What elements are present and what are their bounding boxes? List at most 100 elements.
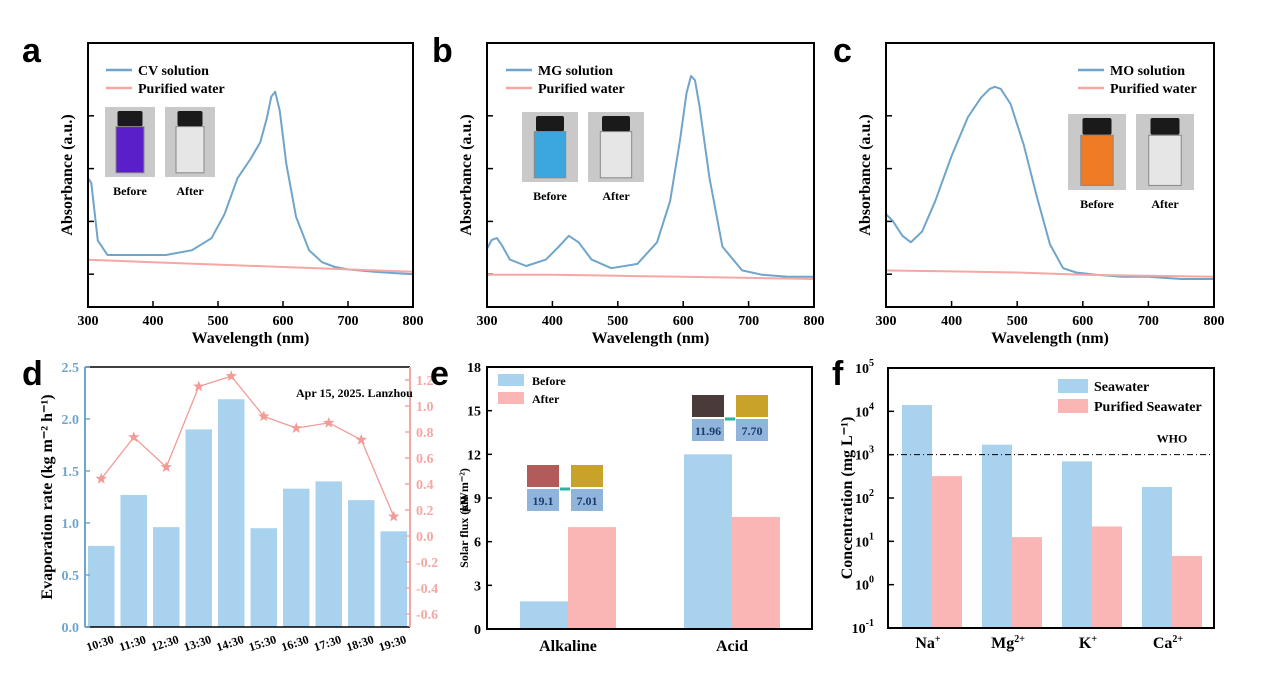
y-tick-label: 103 (855, 445, 874, 464)
legend-label: Purified water (538, 82, 625, 97)
star-point (95, 472, 107, 484)
inset-label: Before (113, 184, 147, 198)
bar-purified (1012, 537, 1042, 628)
x-tick-label: K+ (1079, 634, 1097, 652)
x-tick-label: 18:30 (345, 632, 376, 654)
x-tick-label: 800 (1204, 314, 1225, 329)
bar (153, 527, 180, 627)
bar (380, 531, 407, 627)
vial-body (175, 126, 205, 174)
plot-frame (885, 42, 1215, 308)
bar (185, 429, 212, 627)
x-tick-label: 800 (804, 314, 825, 329)
bar-seawater (982, 444, 1012, 628)
star-point (323, 416, 335, 428)
bar-purified (932, 476, 962, 628)
bar-purified (1092, 526, 1122, 628)
vial-body (533, 131, 567, 179)
x-axis-label: Wavelength (nm) (991, 330, 1109, 347)
vial-cap (1150, 118, 1180, 135)
x-tick-label: 400 (143, 314, 164, 329)
y-tick-label: 105 (855, 358, 874, 377)
x-tick-label: Na+ (915, 634, 941, 652)
plot-frame (87, 42, 414, 308)
sample-before-photo (527, 465, 559, 487)
vial-cap (117, 111, 143, 127)
y2-tick-label: -0.2 (416, 556, 438, 571)
y-tick-label: 2.5 (62, 361, 80, 376)
bar (348, 500, 375, 627)
vial-cap (536, 116, 564, 132)
vial-cap (1082, 118, 1112, 135)
meter-after-reading: 7.70 (742, 424, 763, 438)
x-tick-label: Ca2+ (1153, 634, 1184, 652)
y2-tick-label: 0.6 (416, 452, 434, 467)
y-tick-sup: 4 (869, 401, 874, 412)
star-point (290, 422, 302, 433)
x-tick-label: 300 (78, 314, 99, 329)
panel-letter-b: b (432, 32, 453, 70)
y-tick-sup: 3 (869, 445, 874, 456)
series-line-water (487, 273, 815, 280)
panel-a: a 300 400 500 600 700 800 Wavelength (nm) Absorb… (22, 32, 424, 347)
y-tick-label: 12 (467, 448, 481, 463)
sample-after-photo (571, 465, 603, 487)
star-point (128, 431, 140, 443)
x-tick-label: 400 (941, 314, 962, 329)
bar (218, 399, 245, 627)
x-tick-label: 11:30 (117, 632, 147, 654)
x-tick-label: 500 (1007, 314, 1028, 329)
y-axis-label: Absorbance (a.u.) (59, 114, 76, 235)
y-tick-label: 104 (855, 401, 874, 420)
y-axis-label: Absorbance (a.u.) (458, 114, 475, 235)
y2-tick-label: 0.4 (416, 478, 434, 493)
legend-swatch (1058, 399, 1088, 413)
panel-b: b 300 400 500 600 700 800 Wavelength (nm) Absorb… (432, 32, 825, 347)
panel-letter-e: e (430, 355, 449, 393)
x-tick-label: 700 (1138, 314, 1159, 329)
x-tick-label: 300 (876, 314, 897, 329)
bar-seawater (902, 405, 932, 628)
legend-label: CV solution (138, 64, 209, 79)
y2-tick-label: 0.2 (416, 504, 434, 519)
panel-letter-f: f (832, 355, 844, 393)
meter-after (736, 419, 768, 441)
y-tick-sup: 5 (869, 358, 874, 369)
y-axis-label-ph: pH (457, 495, 471, 512)
y-tick-label: 0.5 (62, 569, 80, 584)
x-tick-label: Alkaline (539, 638, 597, 655)
x-tick-sup: 2+ (1172, 634, 1183, 645)
rate-line (100, 375, 395, 517)
x-tick-label: 600 (673, 314, 694, 329)
legend-label: Before (532, 374, 566, 388)
inset-label: After (1151, 197, 1179, 211)
meter-after-reading: 7.01 (577, 494, 598, 508)
x-tick-label: 700 (338, 314, 359, 329)
x-tick-label: 300 (477, 314, 498, 329)
bar (250, 528, 277, 627)
panel-f: fNa+ Mg2+ K+ Ca2+10-1100101102103104105WHOS… (832, 355, 1215, 652)
y-tick-label: 1.0 (62, 517, 80, 532)
y-tick-label: 0 (474, 623, 481, 638)
legend-swatch (1058, 379, 1088, 393)
y2-tick-label: 1.0 (416, 400, 434, 415)
y-tick-label: 100 (855, 575, 874, 594)
y-tick-sup: 0 (869, 575, 874, 586)
vial-body (1148, 134, 1182, 186)
x-tick-sup: 2+ (1014, 634, 1025, 645)
y-tick-sup: -1 (866, 618, 874, 629)
x-tick-label: 700 (738, 314, 759, 329)
x-tick-label: 400 (542, 314, 563, 329)
x-tick-label: 14:30 (215, 632, 246, 654)
vial-cap (177, 111, 203, 127)
x-tick-label: 10:30 (85, 632, 116, 654)
y2-tick-label: 0.0 (416, 530, 434, 545)
y-axis-label: Evaporation rate (kg m⁻² h⁻¹) (39, 394, 56, 599)
y2-tick-label: -0.4 (416, 582, 438, 597)
star-point (160, 461, 172, 472)
y-tick-label: 101 (855, 531, 874, 550)
series-line-water (885, 269, 1215, 278)
y2-tick-label: -0.6 (416, 608, 438, 623)
x-tick-label: 19:30 (377, 632, 408, 654)
legend-label: Seawater (1094, 380, 1149, 395)
